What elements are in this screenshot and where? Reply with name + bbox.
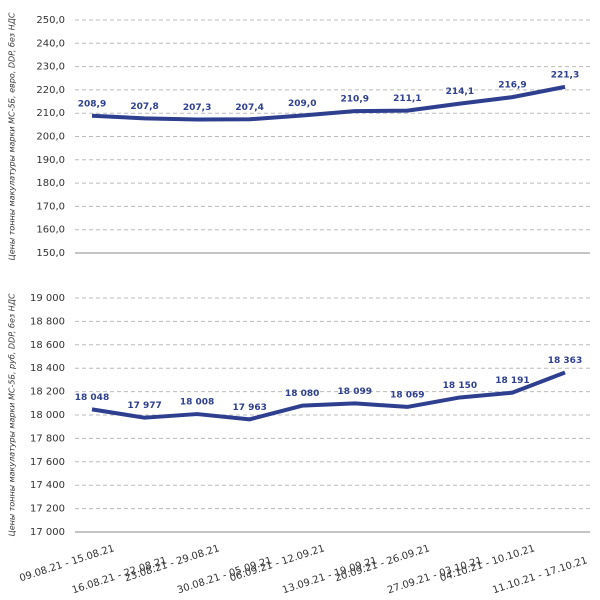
value-label: 208,9 — [78, 99, 106, 109]
y-tick-label: 18 400 — [30, 363, 65, 374]
y-tick-label: 160,0 — [36, 225, 65, 236]
y-tick-label: 180,0 — [36, 178, 65, 189]
y-tick-label: 210,0 — [36, 108, 65, 119]
value-label: 214,1 — [446, 87, 474, 97]
y-tick-label: 250,0 — [36, 15, 65, 26]
value-label: 211,1 — [393, 94, 421, 104]
y-tick-label: 170,0 — [36, 201, 65, 212]
value-label: 210,9 — [341, 95, 369, 105]
value-label: 207,3 — [183, 103, 211, 113]
y-tick-label: 19 000 — [30, 293, 65, 304]
value-label: 209,0 — [288, 99, 316, 109]
value-label: 18 191 — [495, 376, 529, 386]
y-tick-label: 17 600 — [30, 457, 65, 468]
y-tick-label: 17 200 — [30, 504, 65, 515]
value-label: 18 048 — [75, 393, 109, 403]
value-label: 221,3 — [551, 70, 579, 80]
y-tick-label: 18 600 — [30, 340, 65, 351]
value-label: 17 977 — [127, 401, 161, 411]
value-label: 18 363 — [548, 356, 582, 366]
y-tick-label: 220,0 — [36, 85, 65, 96]
y-tick-label: 17 400 — [30, 480, 65, 491]
y-axis-label: Цены тонны макулатуры марки МС-5Б, руб, … — [8, 293, 17, 536]
y-axis-label: Цены тонны макулатуры марки МС-5Б, евро,… — [8, 12, 17, 260]
value-label: 207,8 — [130, 102, 158, 112]
y-tick-label: 17 000 — [30, 527, 65, 538]
value-label: 18 099 — [338, 387, 372, 397]
y-tick-label: 240,0 — [36, 38, 65, 49]
value-label: 18 080 — [285, 389, 319, 399]
value-label: 216,9 — [498, 81, 526, 91]
y-tick-label: 18 000 — [30, 410, 65, 421]
value-label: 17 963 — [232, 403, 266, 413]
y-tick-label: 17 800 — [30, 433, 65, 444]
value-label: 18 150 — [443, 381, 477, 391]
y-tick-label: 230,0 — [36, 62, 65, 73]
value-label: 18 069 — [390, 390, 424, 400]
y-tick-label: 190,0 — [36, 155, 65, 166]
series-line — [91, 84, 566, 122]
value-label: 18 008 — [180, 398, 214, 408]
y-tick-label: 150,0 — [36, 248, 65, 259]
y-tick-label: 18 200 — [30, 387, 65, 398]
y-tick-label: 18 800 — [30, 316, 65, 327]
series-line — [91, 370, 566, 422]
value-label: 207,4 — [235, 103, 263, 113]
y-tick-label: 200,0 — [36, 132, 65, 143]
